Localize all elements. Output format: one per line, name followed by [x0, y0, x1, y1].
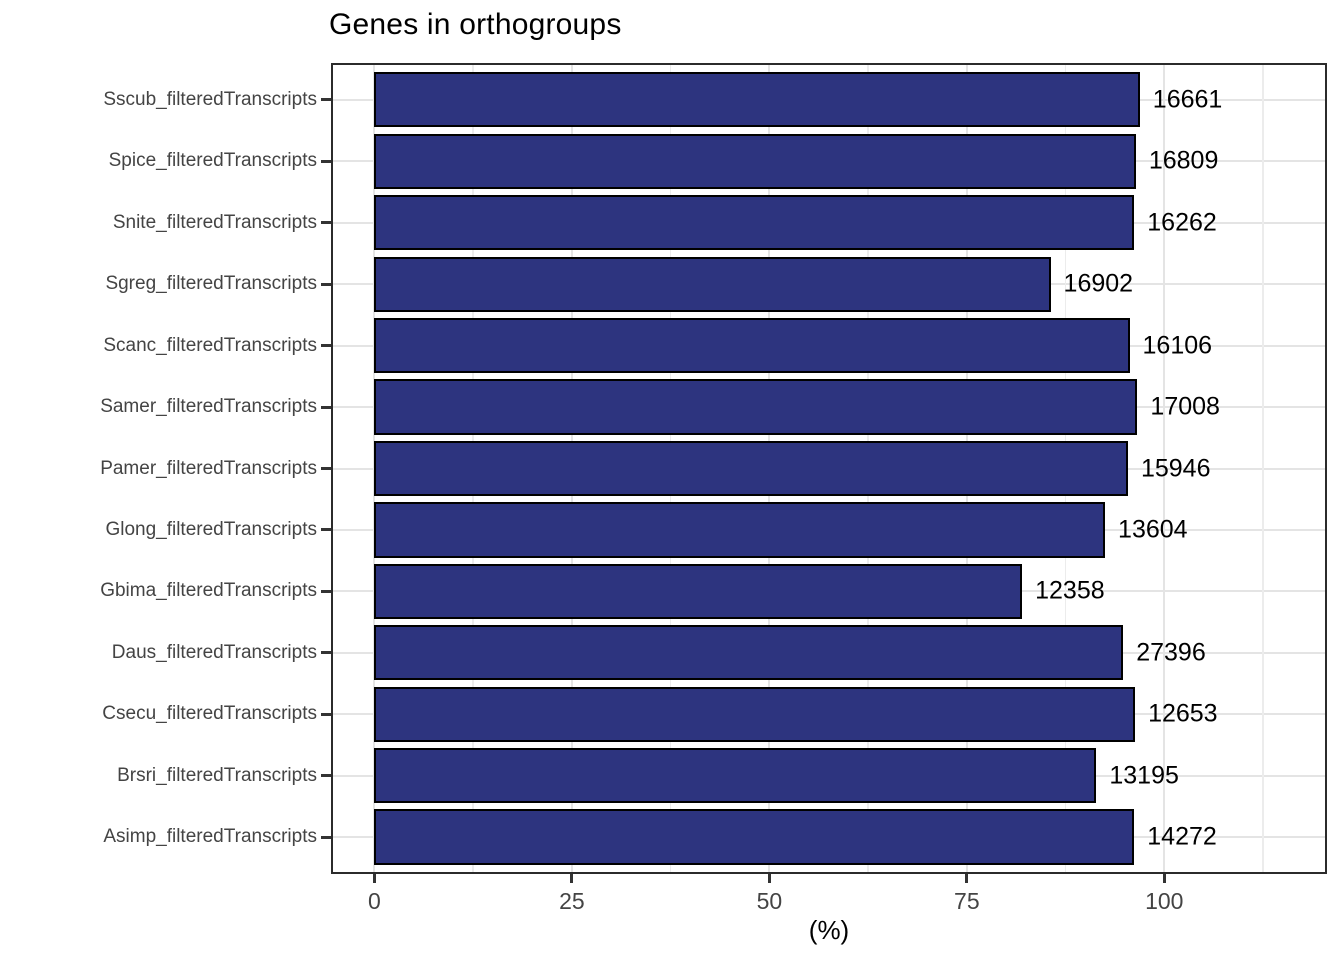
- y-tick: [321, 467, 331, 470]
- bar: [374, 686, 1136, 742]
- bar: [374, 379, 1138, 435]
- y-axis-label: Samer_filteredTranscripts: [100, 396, 317, 418]
- v-gridline-major: [1163, 63, 1166, 874]
- bar: [374, 317, 1130, 374]
- bar: [374, 133, 1136, 189]
- y-tick: [321, 835, 331, 839]
- bar-value-label: 27396: [1136, 638, 1206, 667]
- x-tick-label: 25: [559, 888, 585, 914]
- bar-value-label: 14272: [1147, 822, 1217, 851]
- chart-title: Genes in orthogroups: [329, 8, 622, 41]
- y-axis-label: Brsri_filteredTranscripts: [117, 764, 317, 786]
- y-axis-label: Daus_filteredTranscripts: [111, 641, 317, 663]
- y-tick: [321, 589, 331, 593]
- y-tick: [321, 282, 331, 286]
- y-tick: [321, 774, 331, 778]
- bar-value-label: 16262: [1147, 208, 1217, 237]
- bar-value-label: 17008: [1150, 392, 1220, 421]
- bar-value-label: 16661: [1152, 85, 1223, 114]
- bar-value-label: 16106: [1142, 331, 1213, 360]
- y-tick: [321, 712, 331, 716]
- bar-value-label: 12653: [1148, 699, 1218, 728]
- bar: [374, 72, 1140, 128]
- y-axis-label: Sscub_filteredTranscripts: [103, 88, 317, 110]
- bar: [374, 809, 1135, 865]
- bar-value-label: 12358: [1035, 576, 1105, 605]
- x-tick-label: 50: [756, 888, 783, 914]
- x-tick-label: 0: [368, 888, 381, 914]
- bar: [374, 502, 1106, 558]
- bar: [374, 563, 1023, 619]
- y-axis-label: Snite_filteredTranscripts: [112, 211, 317, 233]
- x-tick: [1162, 874, 1166, 883]
- y-tick: [321, 344, 331, 348]
- y-tick: [321, 651, 331, 655]
- y-tick: [321, 528, 331, 532]
- bar: [374, 625, 1124, 681]
- bar-value-label: 13604: [1118, 515, 1188, 544]
- y-tick: [321, 221, 331, 225]
- bar-value-label: 13195: [1109, 761, 1179, 790]
- x-axis-title: (%): [808, 915, 850, 945]
- x-tick-label: 100: [1145, 888, 1184, 914]
- y-axis-label: Sgreg_filteredTranscripts: [105, 273, 317, 295]
- bar-value-label: 16809: [1148, 146, 1219, 175]
- y-tick: [321, 98, 331, 102]
- x-tick: [767, 874, 771, 883]
- x-tick: [965, 874, 969, 883]
- x-tick: [372, 874, 376, 883]
- x-tick-label: 75: [954, 888, 980, 914]
- y-axis-label: Glong_filteredTranscripts: [105, 518, 317, 540]
- bar-value-label: 16902: [1063, 269, 1134, 298]
- y-axis-label: Scanc_filteredTranscripts: [103, 334, 317, 356]
- y-axis-label: Csecu_filteredTranscripts: [102, 703, 317, 725]
- bar: [374, 256, 1051, 312]
- x-tick: [570, 874, 574, 883]
- bar-value-label: 15946: [1140, 454, 1211, 482]
- bar: [374, 195, 1135, 251]
- y-tick: [321, 159, 331, 163]
- plot-panel: 16661 16809 16262 16902 16106 17008 15946 13604…: [331, 63, 1327, 874]
- y-axis-label: Spice_filteredTranscripts: [108, 150, 317, 172]
- bar: [374, 440, 1128, 497]
- y-tick: [321, 405, 331, 409]
- bar: [374, 748, 1097, 804]
- y-axis-label: Asimp_filteredTranscripts: [103, 826, 317, 848]
- y-axis-label: Pamer_filteredTranscripts: [100, 457, 317, 479]
- y-axis-label: Gbima_filteredTranscripts: [100, 580, 317, 602]
- v-gridline-minor: [1262, 63, 1264, 874]
